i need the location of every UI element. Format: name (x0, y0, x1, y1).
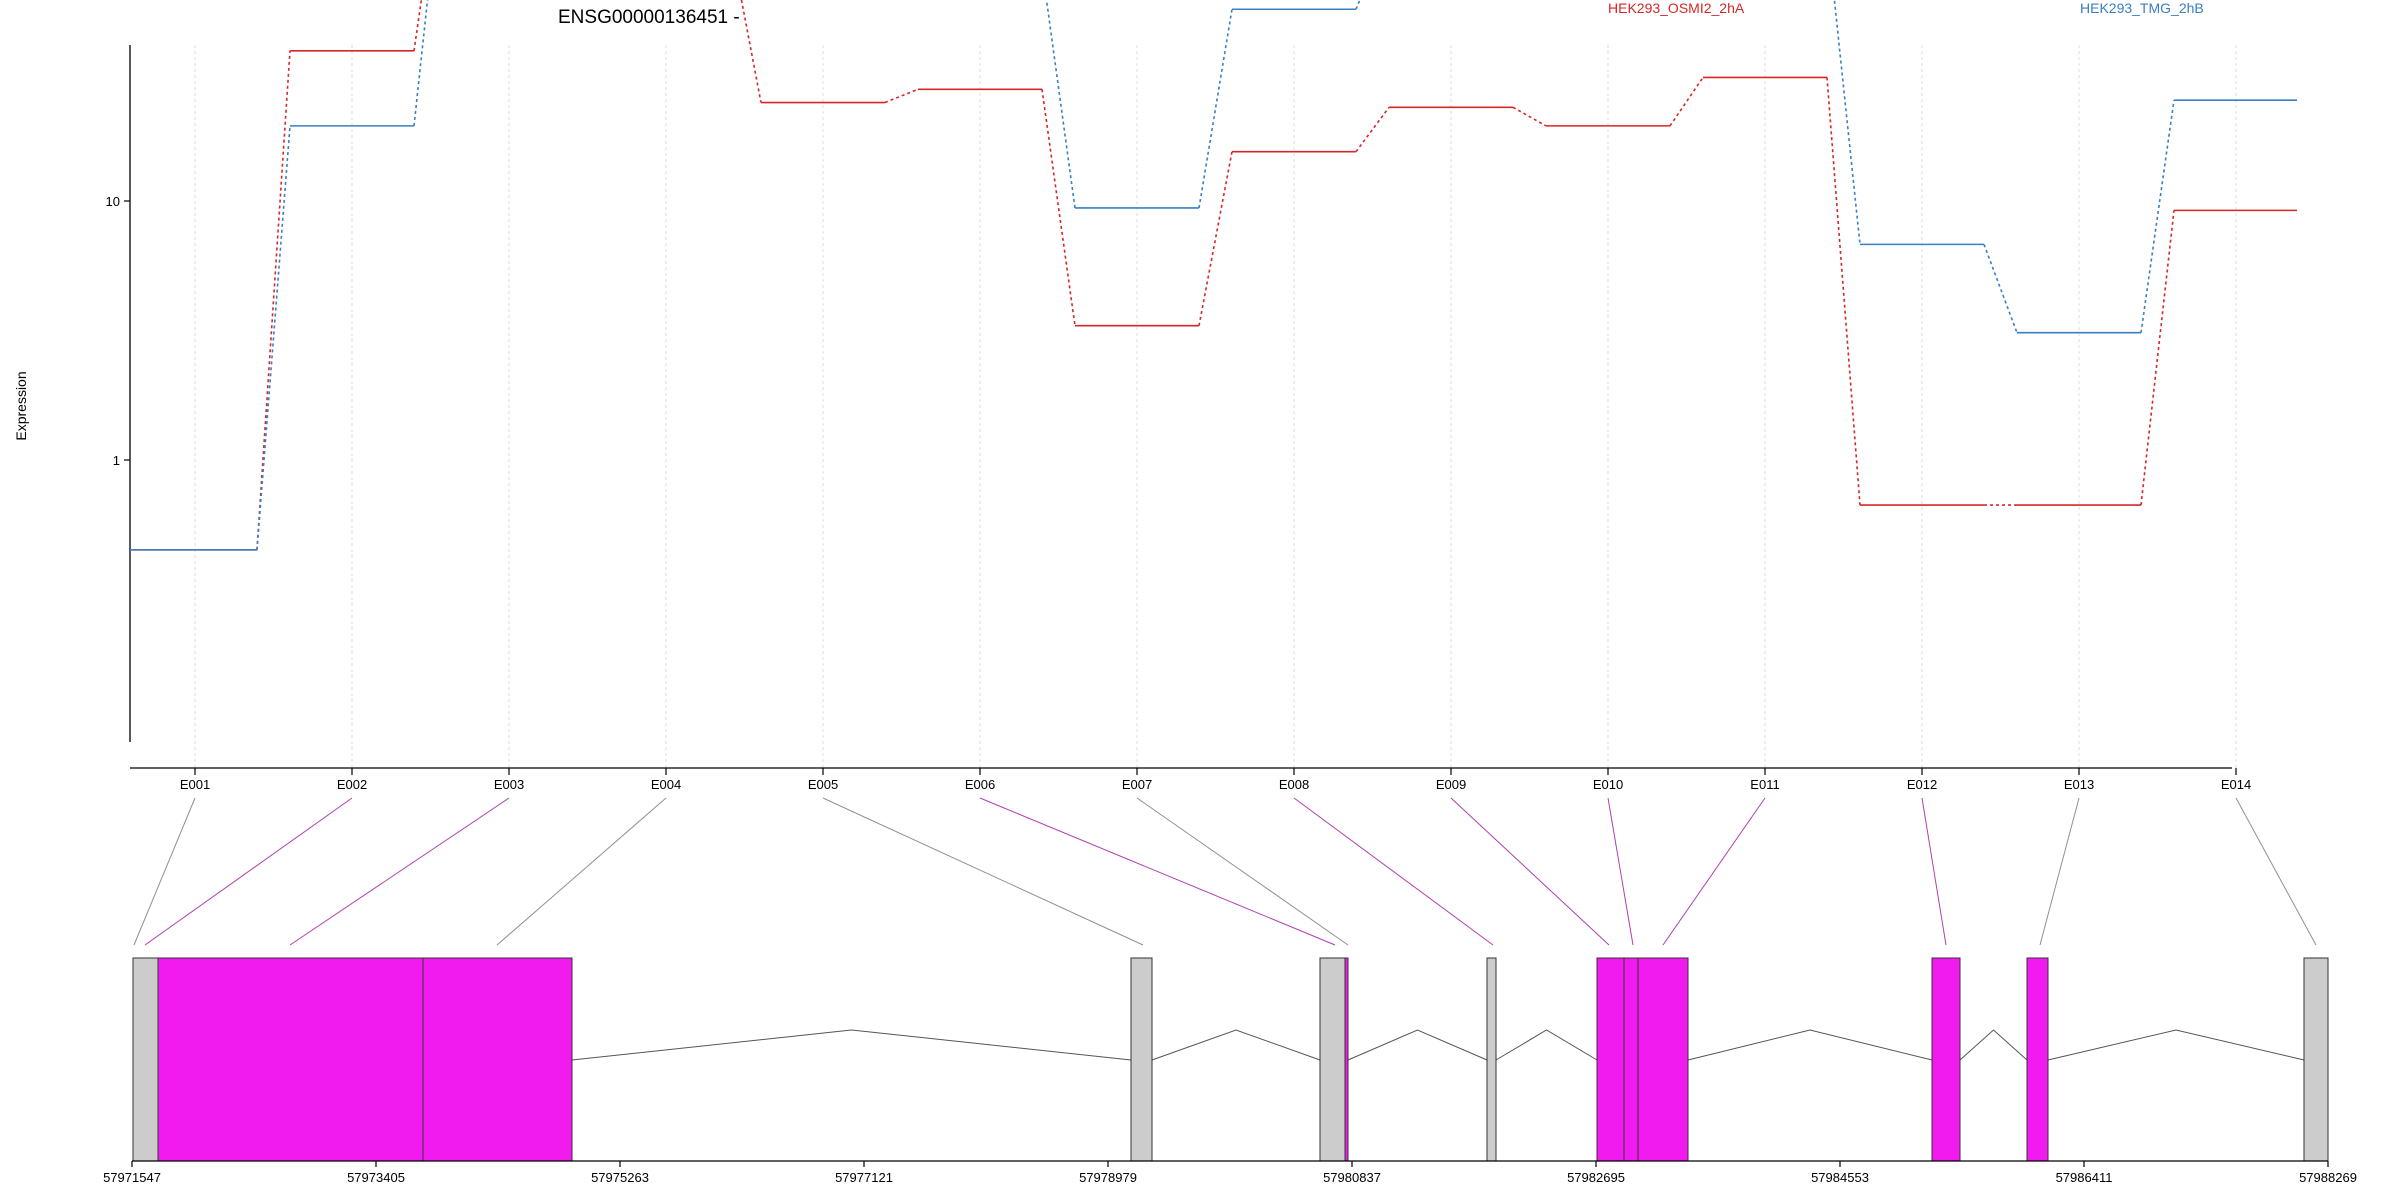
genomic-tick-label: 57988269 (2299, 1170, 2357, 1185)
y-axis-ticks: 110100200300 (106, 194, 130, 468)
series-lines (130, 0, 2297, 551)
series-line (130, 0, 2297, 551)
x-axis-ticks: E001 E002 E003 E004 E005 E006 E007 E008 E009 E010… (180, 768, 2251, 792)
exon-connector (1293, 797, 1494, 946)
exon-connector (1136, 797, 1349, 946)
x-tick-label: E004 (651, 777, 681, 792)
series-transition (1669, 76, 1704, 127)
exon-box (1130, 957, 1153, 1162)
exon-connectors (133, 797, 2317, 946)
intron (1151, 1029, 1321, 1061)
genomic-axis: 57971547 57973405 57975263 57977121 57978979… (103, 1160, 2357, 1185)
x-tick-label: E011 (1750, 777, 1779, 792)
exon-box (1344, 957, 1349, 1162)
exon-connector (1607, 797, 1634, 946)
genomic-tick-label: 57982695 (1567, 1170, 1625, 1185)
exon-connector (2235, 797, 2317, 946)
series-transition (413, 0, 423, 51)
x-tick-label: E007 (1122, 777, 1152, 792)
exon-box (1596, 957, 1625, 1162)
series-transition (884, 88, 919, 104)
exon-connector (496, 797, 667, 946)
gene-model (132, 957, 2329, 1162)
intron (2047, 1029, 2305, 1061)
exon-connector (133, 797, 196, 946)
genomic-tick-label: 57980837 (1323, 1170, 1381, 1185)
exon-connector (822, 797, 1144, 946)
exon-box (157, 957, 424, 1162)
series-transition (1355, 0, 1361, 10)
intron (571, 1029, 1132, 1061)
exon-box (1486, 957, 1497, 1162)
series-transition (1826, 77, 1861, 506)
exon-connector (1450, 797, 1610, 946)
x-tick-label: E001 (180, 777, 210, 792)
genomic-tick-label: 57971547 (103, 1170, 161, 1185)
grid-lines (194, 45, 2237, 768)
exon-box (132, 957, 159, 1162)
series-transition (740, 0, 762, 103)
series-transition (256, 125, 291, 550)
series-line (130, 0, 2297, 551)
exon-connector (289, 797, 510, 946)
x-tick-label: E003 (494, 777, 524, 792)
intron (1687, 1029, 1933, 1061)
x-tick-label: E002 (337, 777, 367, 792)
y-axis-label: Expression (13, 371, 29, 440)
series-transition (1512, 106, 1547, 127)
series-transition (256, 50, 291, 550)
legend-series-2: HEK293_TMG_2hB (2080, 0, 2204, 16)
exon-box (2026, 957, 2049, 1162)
exon-box (1623, 957, 1639, 1162)
series-transition (1833, 0, 1861, 245)
series-transition (1041, 89, 1076, 326)
x-tick-label: E014 (2221, 777, 2251, 792)
genomic-tick-label: 57975263 (591, 1170, 649, 1185)
exon-connector (1921, 797, 1947, 946)
y-tick-label: 10 (106, 194, 120, 209)
exon-connector (1662, 797, 1766, 946)
exon-connector (979, 797, 1336, 946)
genomic-tick-label: 57977121 (835, 1170, 893, 1185)
series-transition (2140, 100, 2175, 333)
genomic-tick-label: 57973405 (347, 1170, 405, 1185)
series-transition (1045, 0, 1076, 209)
exon-box (1637, 957, 1689, 1162)
series-transition (1983, 244, 2018, 334)
series-transition (1355, 106, 1390, 153)
genomic-tick-label: 57986411 (2056, 1170, 2113, 1185)
genomic-tick-label: 57978979 (1079, 1170, 1137, 1185)
x-tick-label: E012 (1907, 777, 1937, 792)
x-tick-label: E005 (808, 777, 838, 792)
x-tick-label: E009 (1436, 777, 1466, 792)
x-tick-label: E008 (1279, 777, 1309, 792)
intron (1959, 1029, 2028, 1061)
legend-series-1: HEK293_OSMI2_2hA (1608, 0, 1745, 16)
genomic-tick-label: 57984553 (1811, 1170, 1869, 1185)
x-tick-label: E013 (2064, 777, 2094, 792)
exon-box (1931, 957, 1961, 1162)
exon-connector (144, 797, 353, 946)
intron (1347, 1029, 1488, 1061)
y-tick-label: 1 (113, 453, 120, 468)
exon-box (422, 957, 573, 1162)
series-transition (2140, 210, 2175, 506)
intron (1495, 1029, 1598, 1061)
exon-box (2303, 957, 2329, 1162)
exon-box (1319, 957, 1346, 1162)
exon-connector (2039, 797, 2080, 946)
x-tick-label: E010 (1593, 777, 1623, 792)
plot-axes (129, 45, 2232, 769)
chart-title: ENSG00000136451 - (558, 7, 740, 28)
x-tick-label: E006 (965, 777, 995, 792)
